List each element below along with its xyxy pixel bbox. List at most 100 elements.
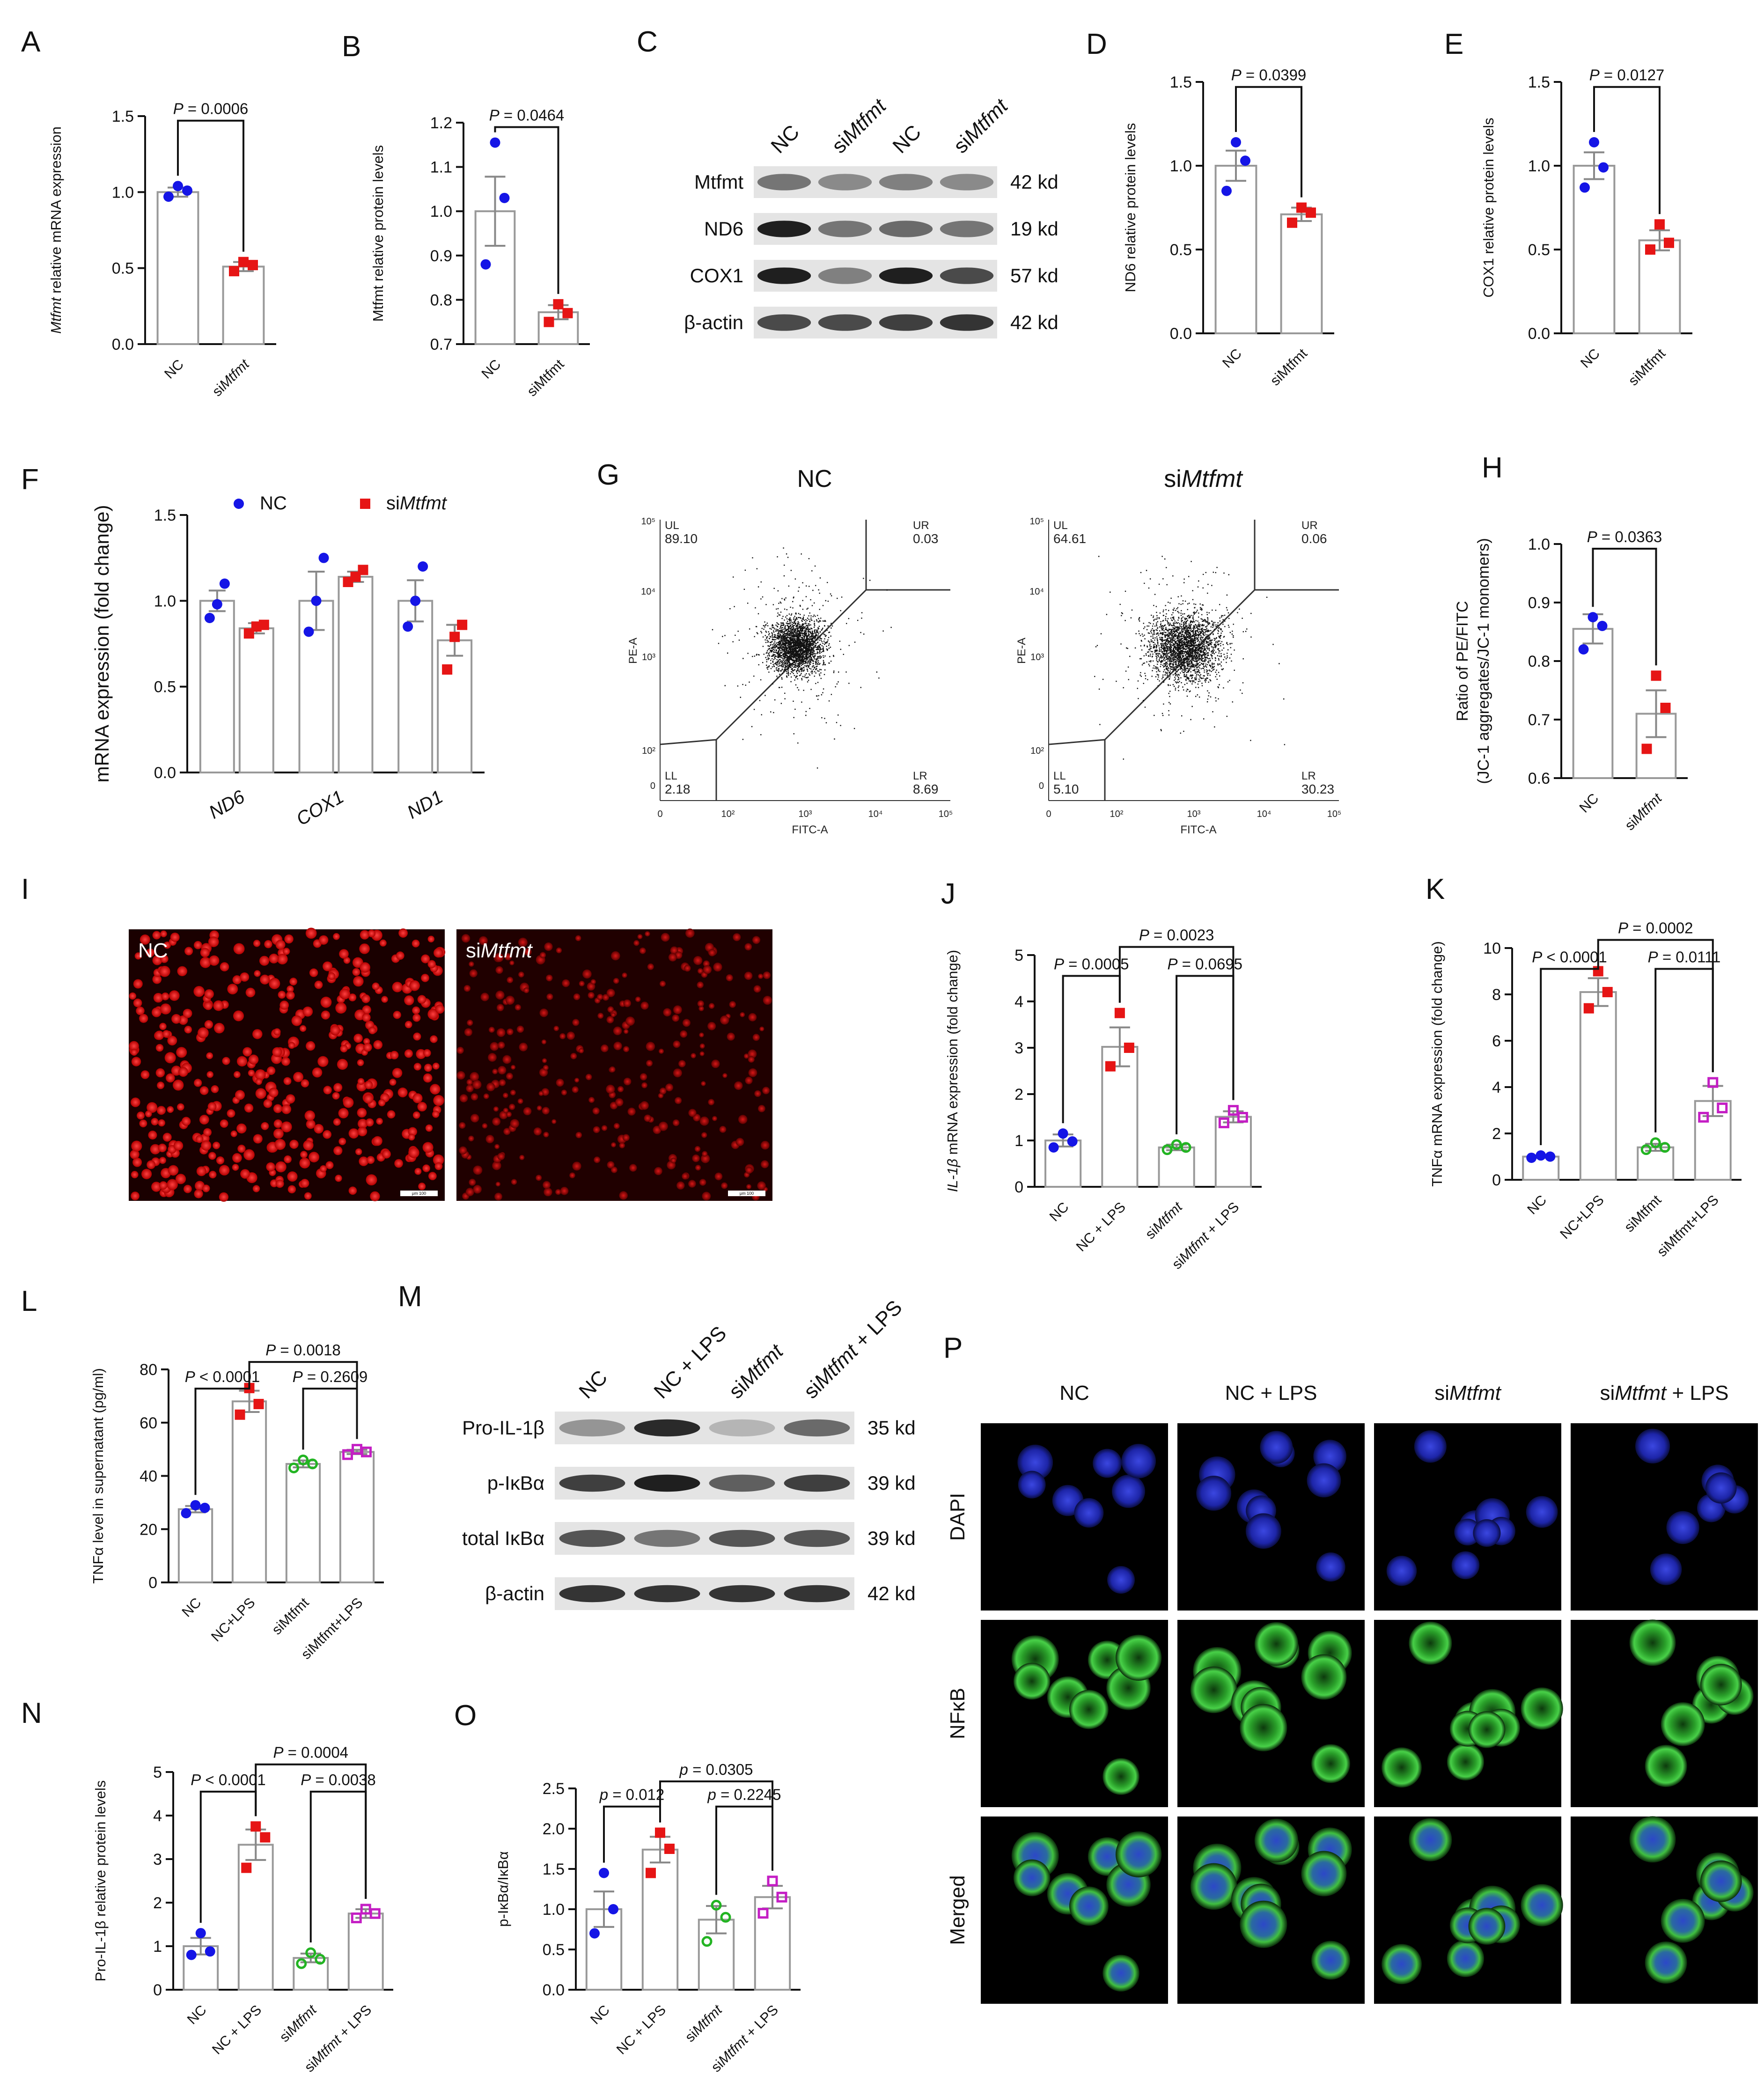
data-point: [235, 1409, 245, 1420]
cell: [131, 1140, 142, 1152]
scale-bar: [400, 1191, 438, 1196]
cell: [543, 1065, 549, 1071]
data-point: [1588, 612, 1598, 623]
cell: [490, 1042, 499, 1051]
cell: [712, 1116, 717, 1121]
bar: [347, 1912, 384, 1991]
cell: [353, 976, 364, 987]
cell: [668, 953, 677, 962]
band-kd-label: 19 kd: [1010, 218, 1058, 240]
x-category-label: siMtfmt: [682, 2001, 726, 2045]
gate-line: [1104, 520, 1256, 741]
y-tick-label: 0.9: [1528, 594, 1550, 612]
x-category-label: NC: [478, 357, 504, 382]
data-point: [589, 1928, 600, 1939]
cell: [152, 931, 161, 940]
data-point: [1231, 137, 1241, 147]
panel-letter-i: I: [21, 873, 29, 905]
cell: [202, 1184, 210, 1192]
cell: [232, 975, 242, 985]
panel-letter-c: C: [637, 26, 658, 58]
cell: [177, 1103, 184, 1111]
cell: [393, 1011, 401, 1019]
y-tick-label: 1.0: [154, 592, 176, 610]
cell: [703, 960, 710, 967]
cell: [363, 1043, 372, 1052]
cell: [275, 1179, 284, 1188]
p-value-label: P = 0.0038: [301, 1771, 376, 1788]
data-point: [1578, 644, 1589, 655]
data-point: [1114, 1008, 1125, 1018]
cell: [152, 1008, 162, 1017]
cell: [639, 947, 646, 954]
cell: [533, 1127, 542, 1136]
cell: [175, 1174, 186, 1184]
cell: [196, 1166, 206, 1177]
cell: [1629, 1619, 1676, 1666]
cell: [259, 956, 270, 966]
cell: [759, 1026, 764, 1031]
data-point: [234, 499, 244, 509]
cell: [291, 1015, 302, 1026]
cell: [688, 1109, 697, 1117]
bar: [238, 627, 274, 773]
cell: [624, 1029, 629, 1034]
y-tick-label: 0.5: [154, 678, 176, 696]
cell: [1102, 1758, 1139, 1795]
x-category-label: NC: [1524, 1192, 1550, 1218]
cell: [503, 1092, 508, 1098]
cell: [1409, 1621, 1452, 1665]
quadrant-label: LR: [913, 770, 927, 782]
cell: [1447, 1940, 1485, 1978]
cell: [494, 953, 504, 963]
y-tick-label: 2: [1492, 1125, 1501, 1143]
blot-band: [757, 267, 811, 284]
cell: [647, 963, 654, 970]
cell: [133, 979, 143, 989]
blot-band: [818, 174, 872, 191]
cell: [748, 1056, 755, 1063]
data-point: [646, 1868, 656, 1878]
blot-band: [784, 1585, 850, 1603]
cell: [519, 1043, 528, 1052]
y-tick-label: 4: [1014, 993, 1023, 1011]
nucleus: [1705, 1472, 1737, 1504]
cell: [469, 961, 474, 967]
cell: [417, 995, 426, 1004]
cell: [496, 1004, 504, 1011]
cell: [644, 1114, 652, 1122]
cell: [658, 1121, 668, 1131]
cell: [486, 1082, 495, 1091]
data-point: [318, 552, 329, 563]
quadrant-value: 2.18: [665, 782, 691, 796]
data-point: [1237, 1112, 1248, 1123]
cell: [569, 1172, 575, 1178]
y-tick-label: 1.0: [1170, 157, 1192, 175]
cell: [422, 1142, 434, 1153]
significance-bracket: [194, 1377, 250, 1495]
panel-letter-p: P: [943, 1332, 963, 1364]
band-label: Pro-IL-1β: [462, 1417, 544, 1439]
chart-j: 0 1 2 3 4 5 IL-1β mRNA expression (fold change…: [944, 927, 1262, 1272]
column-label: NC: [1059, 1382, 1089, 1405]
blot-band: [879, 314, 933, 331]
cell: [301, 1079, 309, 1088]
cell: [619, 1191, 628, 1200]
data-point: [303, 626, 314, 637]
quadrant-value: 30.23: [1301, 782, 1334, 796]
cell: [541, 1039, 547, 1044]
p-value-label: P = 0.0695: [1167, 956, 1242, 973]
data-point: [360, 1904, 371, 1915]
cell: [693, 956, 703, 965]
cell: [184, 947, 193, 956]
blot-band: [940, 221, 994, 237]
cell: [507, 977, 514, 983]
significance-bracket: [659, 1780, 773, 1871]
cell: [162, 1030, 170, 1038]
cell: [1645, 1941, 1687, 1984]
cell: [137, 1111, 145, 1120]
cell: [639, 1073, 647, 1081]
cell: [754, 1090, 761, 1097]
data-point: [1296, 202, 1307, 213]
